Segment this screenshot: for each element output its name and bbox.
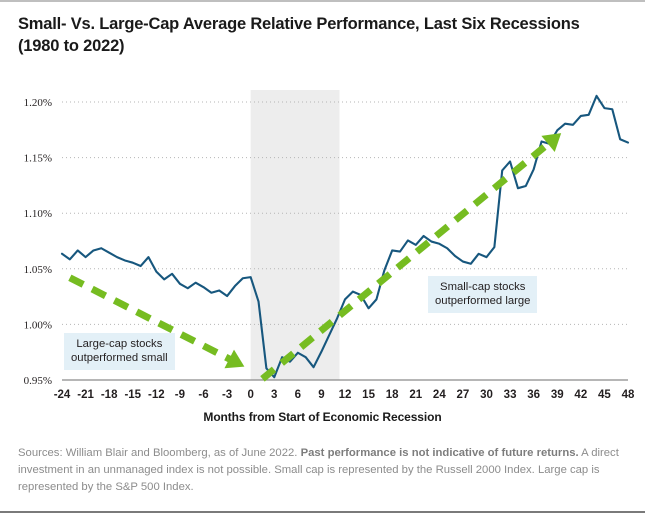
- svg-text:1.10%: 1.10%: [24, 208, 52, 220]
- annotation-small-cap: Small-cap stocks outperformed large: [428, 276, 538, 314]
- chart-plot-area: 0.95% 1.00% 1.05% 1.10% 1.15% 1.20% -24 -21 -18…: [0, 2, 645, 442]
- svg-text:0: 0: [247, 389, 253, 401]
- svg-text:27: 27: [457, 389, 470, 401]
- svg-text:-21: -21: [77, 389, 94, 401]
- svg-text:18: 18: [386, 389, 399, 401]
- svg-text:-9: -9: [175, 389, 185, 401]
- gridlines: [62, 101, 628, 325]
- footnote-bold: Past performance is not indicative of fu…: [300, 447, 579, 459]
- svg-text:-15: -15: [124, 389, 141, 401]
- svg-text:42: 42: [574, 389, 587, 401]
- svg-text:6: 6: [295, 389, 301, 401]
- svg-text:-12: -12: [148, 389, 165, 401]
- svg-text:1.05%: 1.05%: [24, 264, 52, 276]
- svg-text:-18: -18: [101, 389, 118, 401]
- footnote-part-2: A direct investment in an unmanaged inde…: [18, 447, 619, 494]
- footnote-sources: Sources: William Blair and Bloomberg, as…: [18, 445, 626, 496]
- svg-text:1.20%: 1.20%: [24, 97, 52, 109]
- svg-text:1.15%: 1.15%: [24, 153, 52, 165]
- footnote-part-1: Sources: William Blair and Bloomberg, as…: [18, 447, 301, 459]
- svg-text:21: 21: [409, 389, 422, 401]
- svg-text:-24: -24: [54, 389, 71, 401]
- svg-text:12: 12: [339, 389, 352, 401]
- x-axis-title: Months from Start of Economic Recession: [203, 410, 442, 424]
- recession-shaded-band: [250, 90, 340, 380]
- annotation-large-cap: Large-cap stocks outperformed small: [64, 333, 175, 371]
- svg-text:-3: -3: [222, 389, 232, 401]
- page-title: Small- Vs. Large-Cap Average Relative Pe…: [18, 15, 580, 55]
- trend-arrows: [68, 133, 562, 382]
- data-series-line: [60, 94, 630, 379]
- svg-text:36: 36: [527, 389, 540, 401]
- svg-text:45: 45: [598, 389, 611, 401]
- chart-svg: 0.95% 1.00% 1.05% 1.10% 1.15% 1.20% -24 -21 -18…: [24, 90, 635, 401]
- svg-text:9: 9: [318, 389, 324, 401]
- svg-text:30: 30: [480, 389, 493, 401]
- svg-text:39: 39: [551, 389, 564, 401]
- y-axis-tick-labels: 0.95% 1.00% 1.05% 1.10% 1.15% 1.20%: [24, 97, 52, 387]
- svg-text:24: 24: [433, 389, 446, 401]
- svg-text:15: 15: [362, 389, 375, 401]
- svg-text:33: 33: [504, 389, 517, 401]
- svg-text:3: 3: [271, 389, 277, 401]
- svg-text:0.95%: 0.95%: [24, 375, 52, 387]
- svg-text:-6: -6: [198, 389, 208, 401]
- x-axis-tick-labels: -24 -21 -18 -15 -12 -9 -6 -3 0 3 6 9 12 15 18 21 24 27 30 3…: [54, 389, 635, 401]
- svg-text:48: 48: [622, 389, 635, 401]
- svg-text:1.00%: 1.00%: [24, 319, 52, 331]
